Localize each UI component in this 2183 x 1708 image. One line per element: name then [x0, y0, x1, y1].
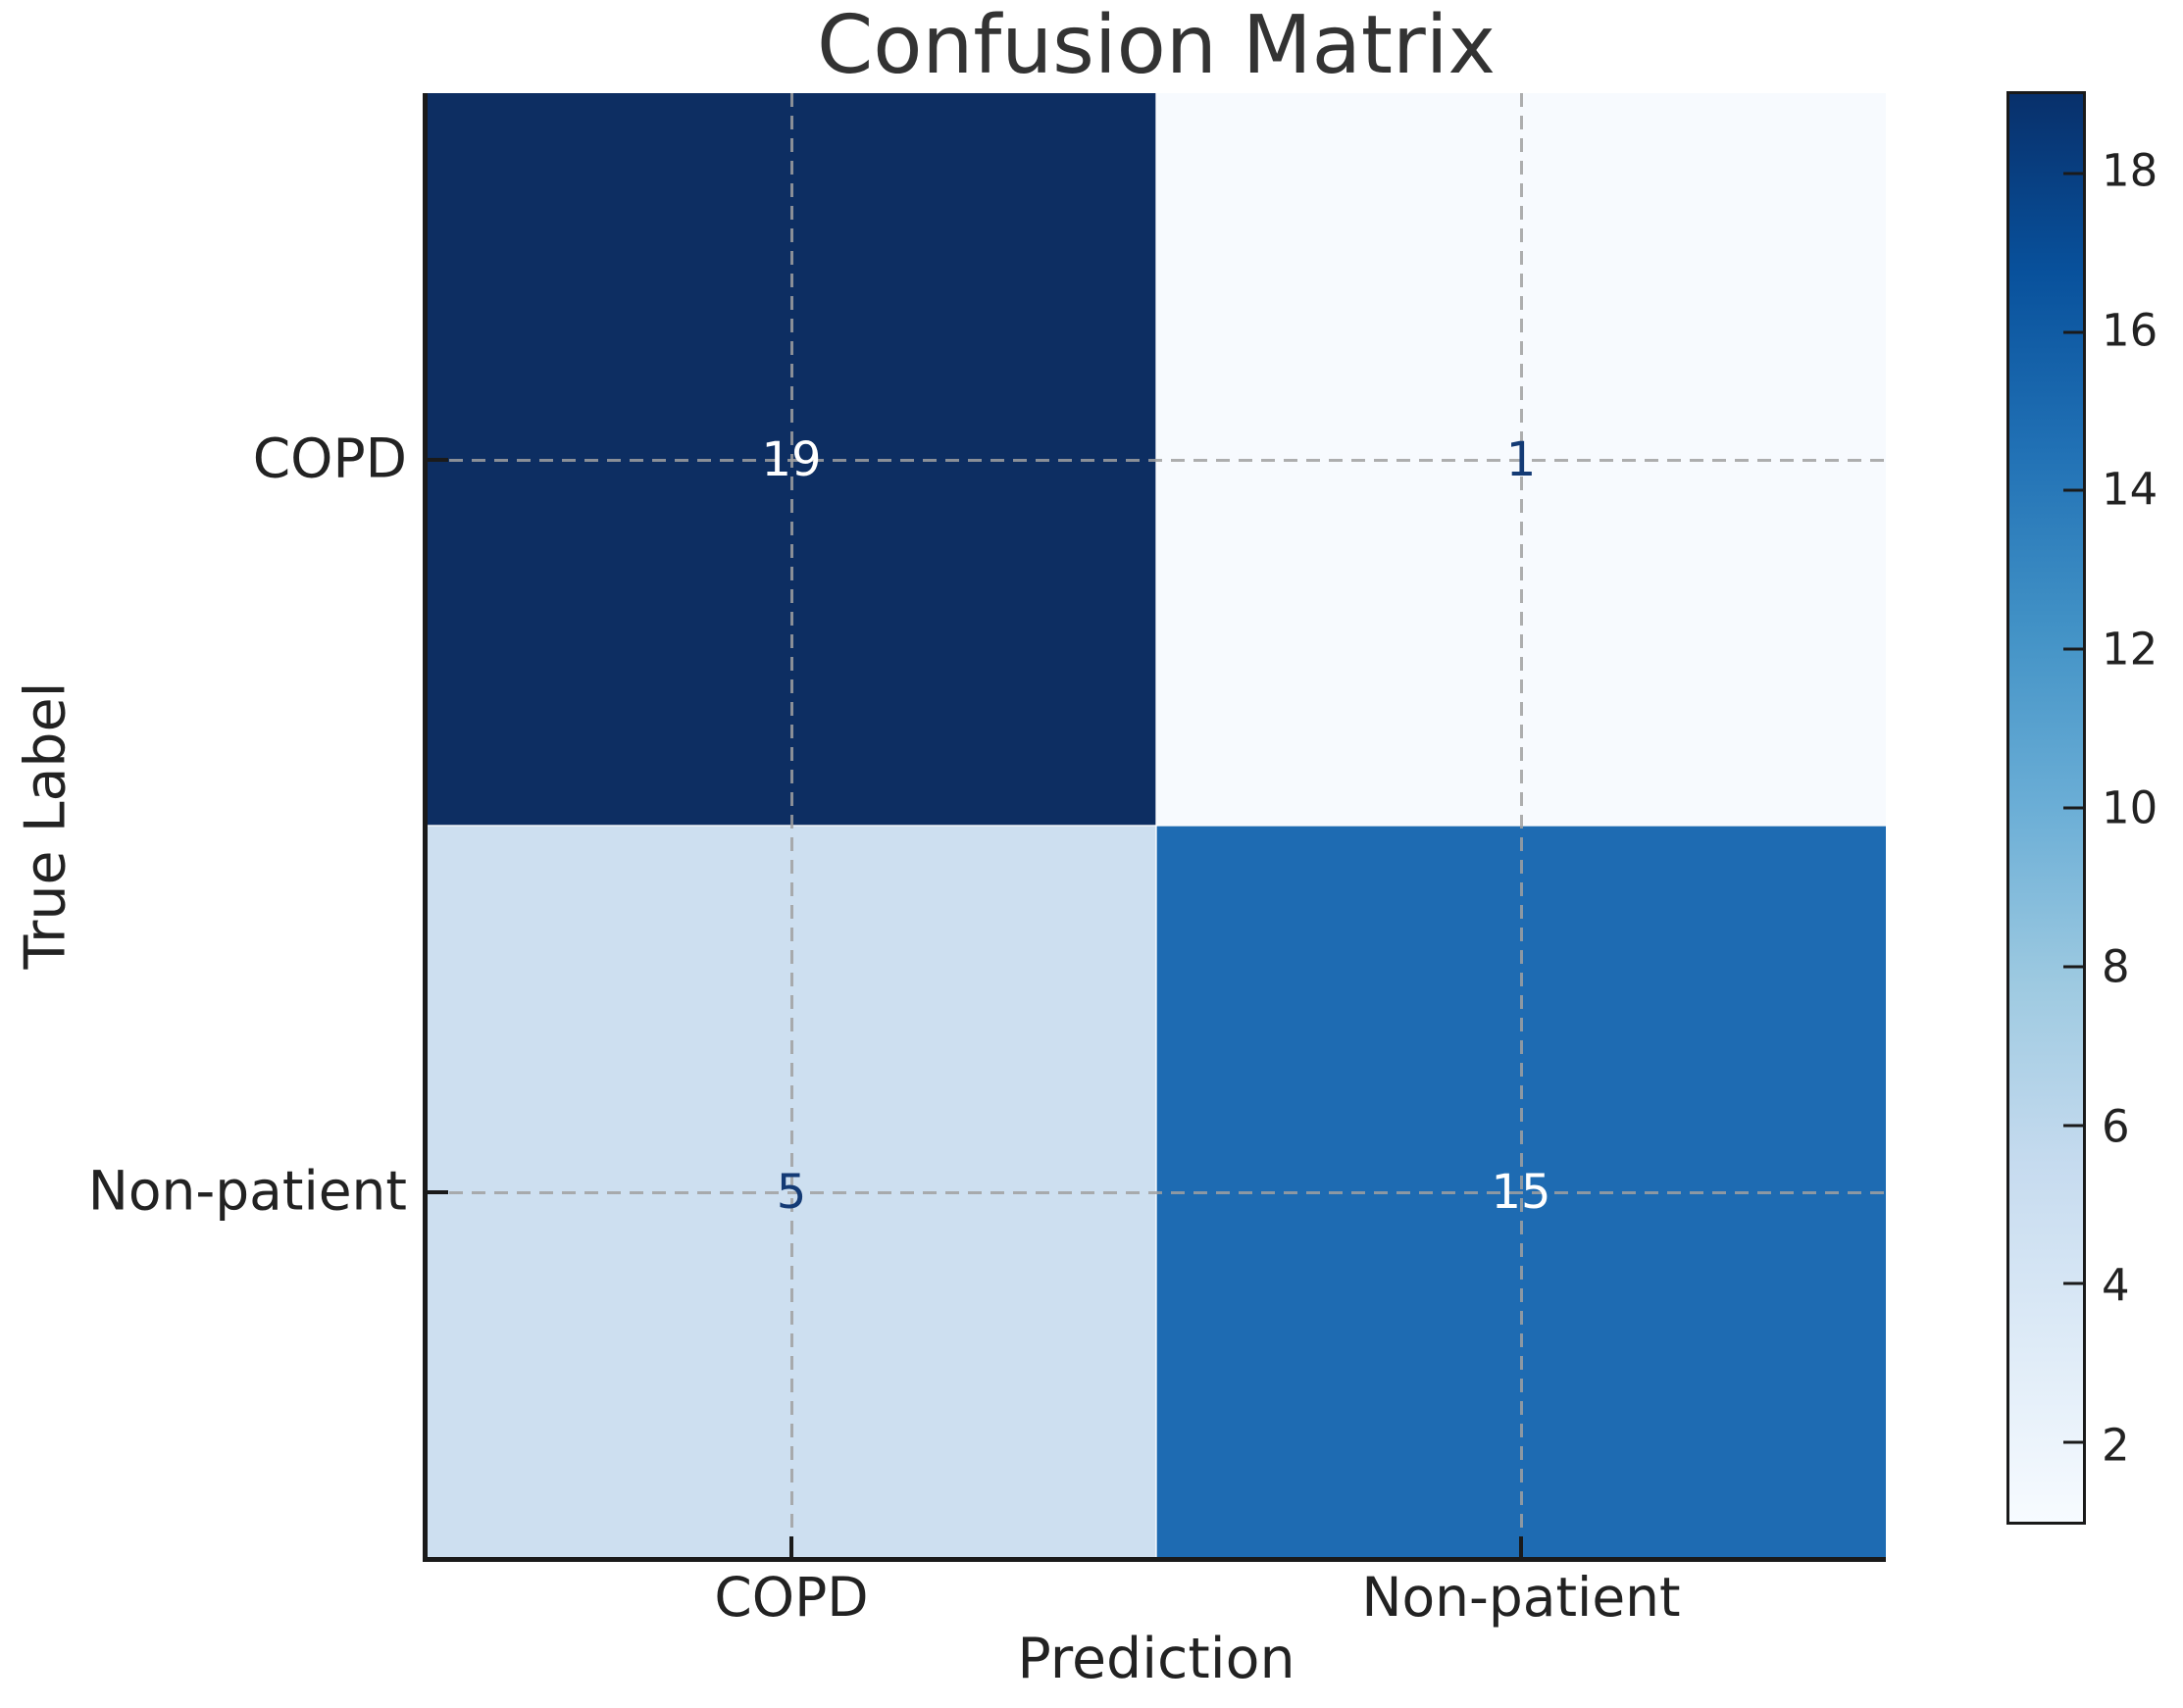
chart-title: Confusion Matrix [816, 0, 1497, 92]
colorbar-tick-16 [2063, 330, 2083, 334]
x-axis-label: Prediction [1017, 1627, 1295, 1691]
colorbar-tick-label-16: 16 [2102, 304, 2158, 357]
y-axis-spine [423, 93, 428, 1562]
cell-value-19: 19 [761, 431, 822, 487]
gridline-vertical-nonpatient [1520, 93, 1523, 1558]
x-axis-tick-nonpatient [1519, 1536, 1523, 1558]
x-tick-label-nonpatient: Non-patient [1361, 1566, 1681, 1629]
colorbar-tick-label-12: 12 [2102, 623, 2158, 676]
y-axis-label: True Label [13, 681, 78, 970]
gridline-horizontal-nonpatient [427, 1190, 1886, 1194]
cell-value-15: 15 [1491, 1164, 1551, 1220]
x-axis-spine [423, 1557, 1886, 1562]
colorbar [2006, 91, 2086, 1525]
colorbar-tick-2 [2063, 1440, 2083, 1444]
colorbar-tick-label-2: 2 [2102, 1419, 2130, 1472]
y-axis-tick-nonpatient [427, 1189, 448, 1194]
colorbar-tick-label-18: 18 [2102, 144, 2158, 197]
colorbar-tick-6 [2063, 1124, 2083, 1128]
colorbar-tick-8 [2063, 965, 2083, 969]
x-tick-label-copd: COPD [714, 1566, 869, 1629]
colorbar-tick-10 [2063, 806, 2083, 810]
heatmap-plot-area: 19 1 5 15 [423, 93, 1886, 1562]
cell-separator-horizontal [427, 825, 1886, 827]
colorbar-tick-label-10: 10 [2102, 781, 2158, 834]
y-axis-tick-copd [427, 457, 448, 462]
y-tick-label-nonpatient: Non-patient [87, 1159, 407, 1223]
gridline-vertical-copd [790, 93, 793, 1558]
colorbar-tick-labels: 18 16 14 12 10 8 6 4 2 [2102, 91, 2180, 1525]
y-tick-label-copd: COPD [252, 427, 407, 490]
colorbar-tick-18 [2063, 172, 2083, 176]
cell-value-1: 1 [1505, 431, 1537, 487]
x-axis-tick-copd [789, 1536, 793, 1558]
gridline-horizontal-copd [427, 458, 1886, 462]
colorbar-tick-label-14: 14 [2102, 463, 2158, 516]
cell-value-5: 5 [776, 1164, 807, 1220]
colorbar-tick-4 [2063, 1281, 2083, 1285]
colorbar-tick-14 [2063, 488, 2083, 492]
colorbar-tick-label-4: 4 [2102, 1259, 2130, 1312]
colorbar-tick-label-8: 8 [2102, 940, 2130, 993]
colorbar-tick-12 [2063, 647, 2083, 651]
colorbar-tick-label-6: 6 [2102, 1100, 2130, 1153]
